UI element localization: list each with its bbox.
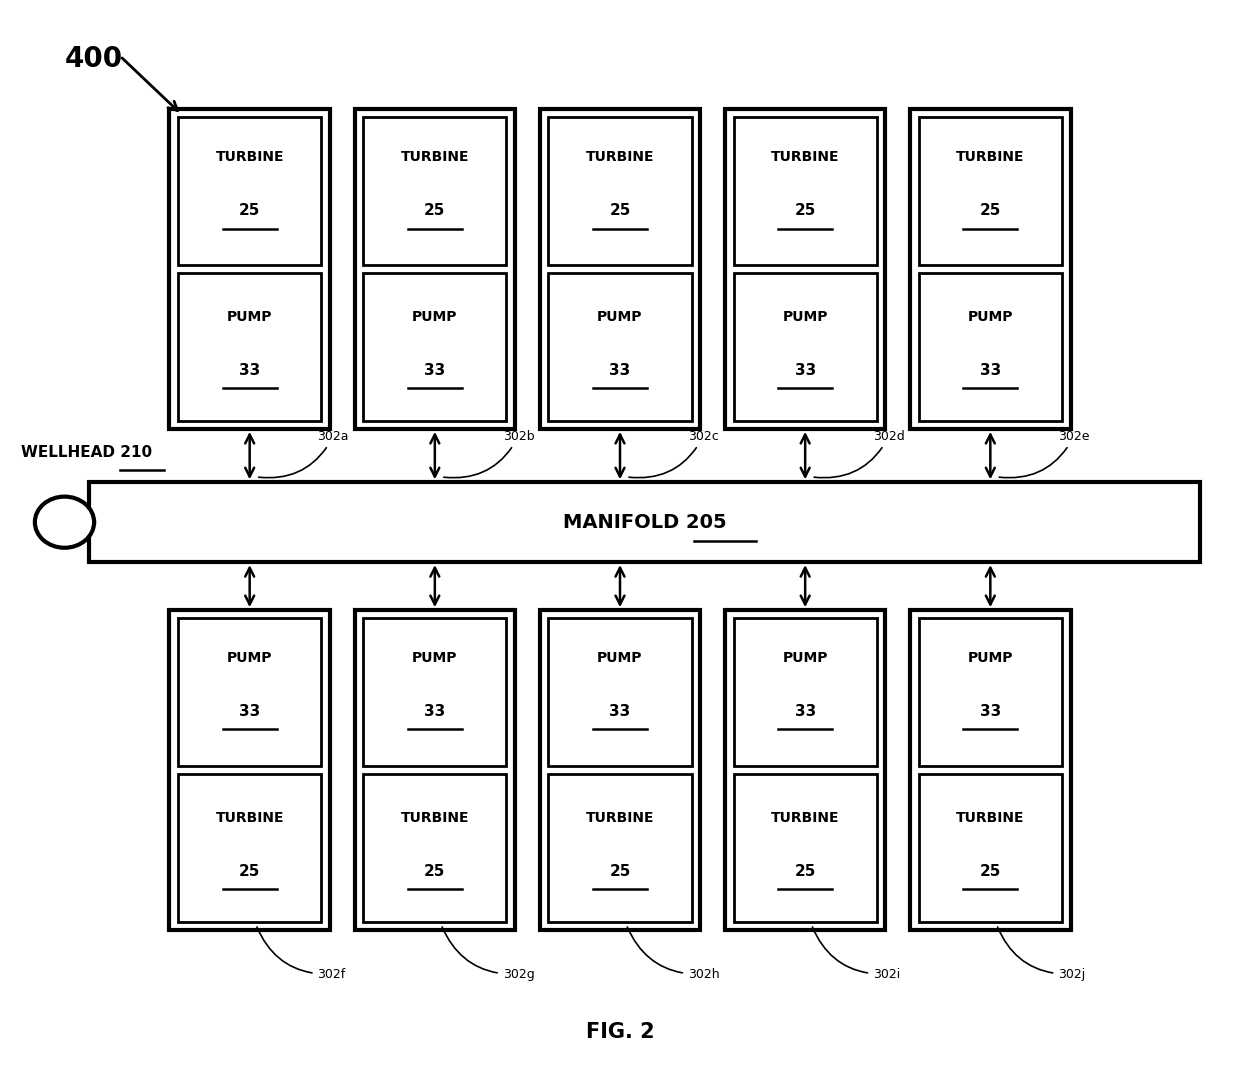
Text: 25: 25 [239,203,260,218]
Bar [548,273,692,422]
Text: TURBINE: TURBINE [956,811,1024,825]
Text: 302h: 302h [627,926,719,981]
Text: TURBINE: TURBINE [771,811,839,825]
Text: TURBINE: TURBINE [216,150,284,164]
Text: 25: 25 [424,203,445,218]
Text: 33: 33 [980,704,1001,719]
Bar [179,117,321,266]
Text: FIG. 2: FIG. 2 [585,1022,655,1042]
Bar [919,773,1061,922]
Text: PUMP: PUMP [782,311,828,325]
Text: PUMP: PUMP [412,311,458,325]
Text: TURBINE: TURBINE [771,150,839,164]
Text: 25: 25 [424,863,445,878]
Bar [355,610,515,930]
Text: 302c: 302c [629,429,719,478]
Bar [539,610,701,930]
Text: 33: 33 [609,363,631,378]
Text: PUMP: PUMP [227,311,273,325]
Bar [548,773,692,922]
Bar [539,109,701,429]
Text: 33: 33 [239,704,260,719]
Circle shape [35,497,94,547]
Text: 33: 33 [980,363,1001,378]
Bar [919,618,1061,766]
Bar [734,273,877,422]
Text: 25: 25 [239,863,260,878]
Text: 302d: 302d [815,429,905,478]
Text: 302j: 302j [997,927,1085,981]
Text: 33: 33 [795,704,816,719]
Text: PUMP: PUMP [598,311,642,325]
Text: PUMP: PUMP [227,651,273,665]
Text: 33: 33 [239,363,260,378]
Text: PUMP: PUMP [782,651,828,665]
Text: 25: 25 [795,863,816,878]
Bar [363,773,506,922]
Bar [89,482,1200,562]
Text: 302a: 302a [259,429,350,478]
Text: PUMP: PUMP [967,651,1013,665]
Text: 302e: 302e [999,429,1090,478]
Text: 302f: 302f [257,927,346,981]
Text: 25: 25 [609,203,631,218]
Text: 302g: 302g [443,926,534,981]
Text: 25: 25 [795,203,816,218]
Bar [363,273,506,422]
Text: 25: 25 [980,203,1001,218]
Bar [910,109,1070,429]
Text: 33: 33 [795,363,816,378]
Text: PUMP: PUMP [412,651,458,665]
Bar [919,273,1061,422]
Text: 400: 400 [64,45,123,74]
Text: 302b: 302b [444,429,534,478]
Text: TURBINE: TURBINE [216,811,284,825]
Bar [734,117,877,266]
Bar [179,618,321,766]
Bar [179,273,321,422]
Bar [919,117,1061,266]
Bar [734,618,877,766]
Text: 302i: 302i [812,927,900,981]
Text: 25: 25 [609,863,631,878]
Bar [548,618,692,766]
Bar [170,109,330,429]
Bar [179,773,321,922]
Text: 33: 33 [609,704,631,719]
Text: TURBINE: TURBINE [585,811,655,825]
Bar [725,109,885,429]
Text: PUMP: PUMP [967,311,1013,325]
Text: TURBINE: TURBINE [401,811,469,825]
Text: 33: 33 [424,704,445,719]
Bar [548,117,692,266]
Bar [910,610,1070,930]
Text: TURBINE: TURBINE [956,150,1024,164]
Text: 33: 33 [424,363,445,378]
Bar [363,117,506,266]
Text: MANIFOLD 205: MANIFOLD 205 [563,513,727,531]
Text: 25: 25 [980,863,1001,878]
Text: WELLHEAD 210: WELLHEAD 210 [21,446,153,461]
Bar [170,610,330,930]
Bar [355,109,515,429]
Bar [725,610,885,930]
Bar [734,773,877,922]
Text: TURBINE: TURBINE [401,150,469,164]
Bar [363,618,506,766]
Text: PUMP: PUMP [598,651,642,665]
Text: TURBINE: TURBINE [585,150,655,164]
